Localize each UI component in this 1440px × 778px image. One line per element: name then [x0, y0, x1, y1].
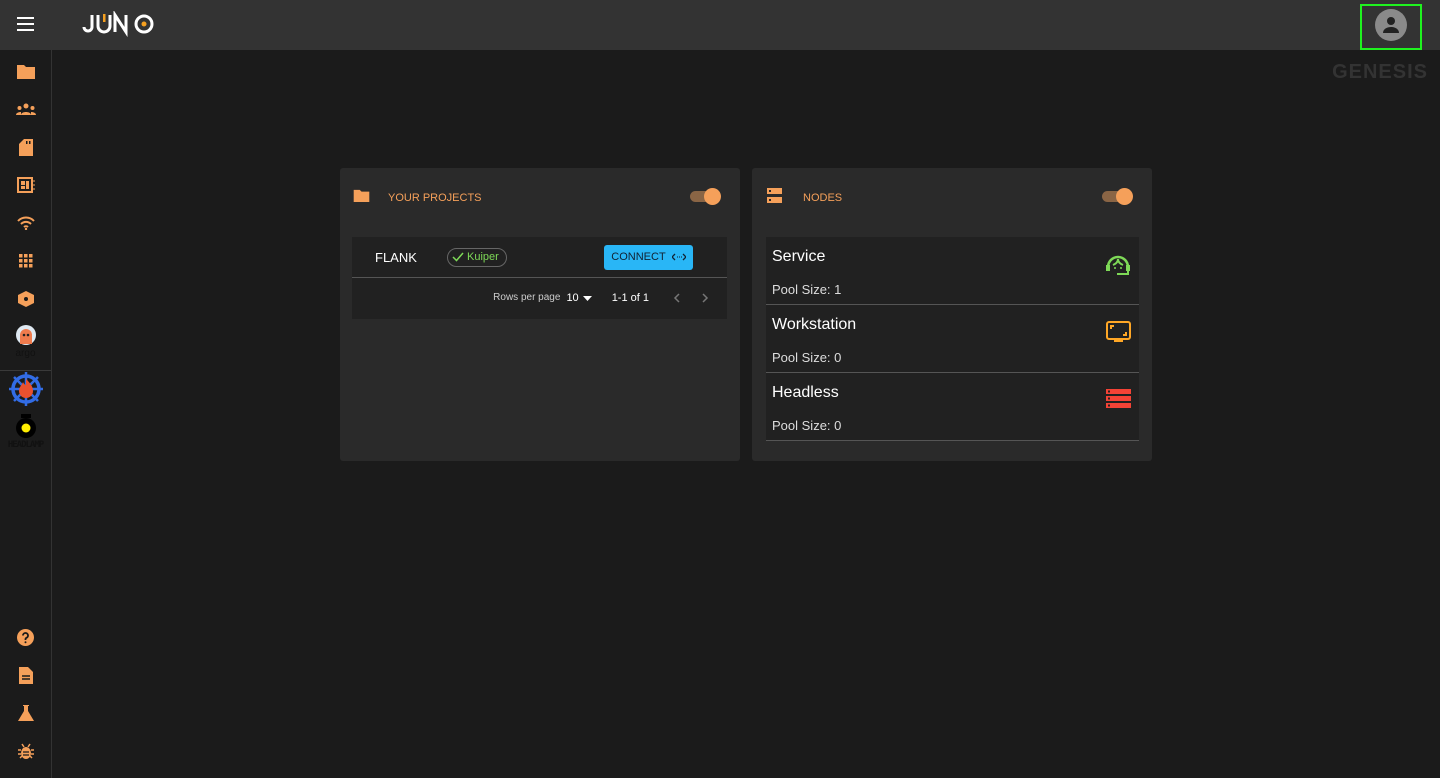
sidebar-item-apps[interactable] [0, 243, 51, 279]
dashboard-chip-icon [16, 177, 35, 193]
wifi-icon [16, 216, 35, 230]
code-arrows-icon [671, 253, 686, 261]
sidebar-item-groups[interactable] [0, 91, 51, 127]
genesis-watermark: GENESIS [1332, 61, 1428, 83]
sd-card-icon [18, 138, 33, 156]
node-name: Headless [772, 384, 839, 401]
projects-card: YOUR PROJECTS FLANK Kuiper CONNECT Rows … [340, 168, 740, 461]
flask-icon [17, 705, 34, 721]
sidebar-item-dashboard[interactable] [0, 167, 51, 203]
project-name: FLANK [375, 249, 417, 265]
account-circle-icon [1375, 9, 1407, 41]
sidebar-item-lab[interactable] [0, 695, 51, 731]
sidebar-item-packages[interactable] [0, 281, 51, 317]
folder-icon [353, 189, 370, 202]
rows-per-page-select[interactable]: 10 [566, 291, 579, 304]
sidebar-item-docs[interactable] [0, 657, 51, 693]
app-header [0, 0, 1440, 50]
caret-down-icon[interactable] [582, 295, 592, 301]
sidebar-item-headlamp[interactable]: HEADLAMP [0, 414, 51, 454]
check-icon [452, 252, 464, 262]
support-agent-icon [1106, 255, 1130, 275]
sidebar: argo HEADLAMP [0, 50, 52, 778]
nodes-toggle[interactable] [1102, 188, 1134, 205]
sidebar-item-storage[interactable] [0, 129, 51, 165]
sidebar-item-kubernetes[interactable] [0, 369, 51, 409]
argo-logo-icon [15, 325, 36, 345]
sidebar-item-debug[interactable] [0, 733, 51, 769]
sidebar-item-network[interactable] [0, 205, 51, 241]
nodes-title: NODES [803, 192, 843, 204]
node-item-headless[interactable]: Headless Pool Size: 0 [766, 373, 1139, 441]
folder-icon [16, 64, 35, 79]
sidebar-item-help[interactable] [0, 619, 51, 655]
node-pool-size: Pool Size: 0 [772, 418, 842, 433]
bug-icon [17, 743, 34, 759]
table-row: FLANK Kuiper CONNECT [352, 237, 727, 278]
node-item-workstation[interactable]: Workstation Pool Size: 0 [766, 305, 1139, 373]
node-item-service[interactable]: Service Pool Size: 1 [766, 237, 1139, 305]
account-button[interactable] [1366, 5, 1416, 45]
pagination: Rows per page 10 1-1 of 1 [352, 278, 727, 318]
projects-toggle[interactable] [690, 188, 722, 205]
server-rack-icon [1106, 389, 1131, 408]
prev-page-icon[interactable] [671, 292, 683, 304]
badge-label: Kuiper [467, 250, 499, 263]
headlamp-logo-icon [15, 414, 36, 438]
menu-icon[interactable] [17, 17, 34, 31]
node-name: Workstation [772, 316, 857, 333]
node-pool-size: Pool Size: 1 [772, 282, 842, 297]
next-page-icon[interactable] [699, 292, 711, 304]
connect-label: CONNECT [611, 250, 666, 263]
node-name: Service [772, 248, 826, 265]
node-pool-size: Pool Size: 0 [772, 350, 842, 365]
server-icon [767, 188, 782, 203]
sidebar-item-argo[interactable]: argo [0, 324, 51, 362]
page-range: 1-1 of 1 [611, 291, 649, 304]
apps-grid-icon [18, 254, 32, 268]
rows-per-page-label: Rows per page [493, 292, 561, 303]
help-icon [17, 628, 34, 646]
sidebar-divider [0, 370, 51, 371]
juno-logo[interactable] [82, 9, 156, 38]
highlight-box [1360, 4, 1422, 50]
groups-icon [15, 103, 36, 115]
status-badge: Kuiper [447, 247, 507, 267]
argo-label: argo [15, 348, 36, 359]
projects-table: FLANK Kuiper CONNECT Rows per page 10 1-… [352, 237, 727, 319]
sidebar-item-projects[interactable] [0, 53, 51, 89]
kubernetes-flame-icon [8, 372, 43, 406]
nodes-card: NODES Service Pool Size: 1 Workstation Poo… [752, 168, 1152, 461]
document-icon [18, 666, 33, 684]
headlamp-label: HEADLAMP [7, 440, 44, 450]
connect-button[interactable]: CONNECT [604, 244, 693, 270]
monitor-icon [1106, 321, 1131, 342]
projects-title: YOUR PROJECTS [388, 192, 482, 204]
package-icon [17, 291, 34, 307]
